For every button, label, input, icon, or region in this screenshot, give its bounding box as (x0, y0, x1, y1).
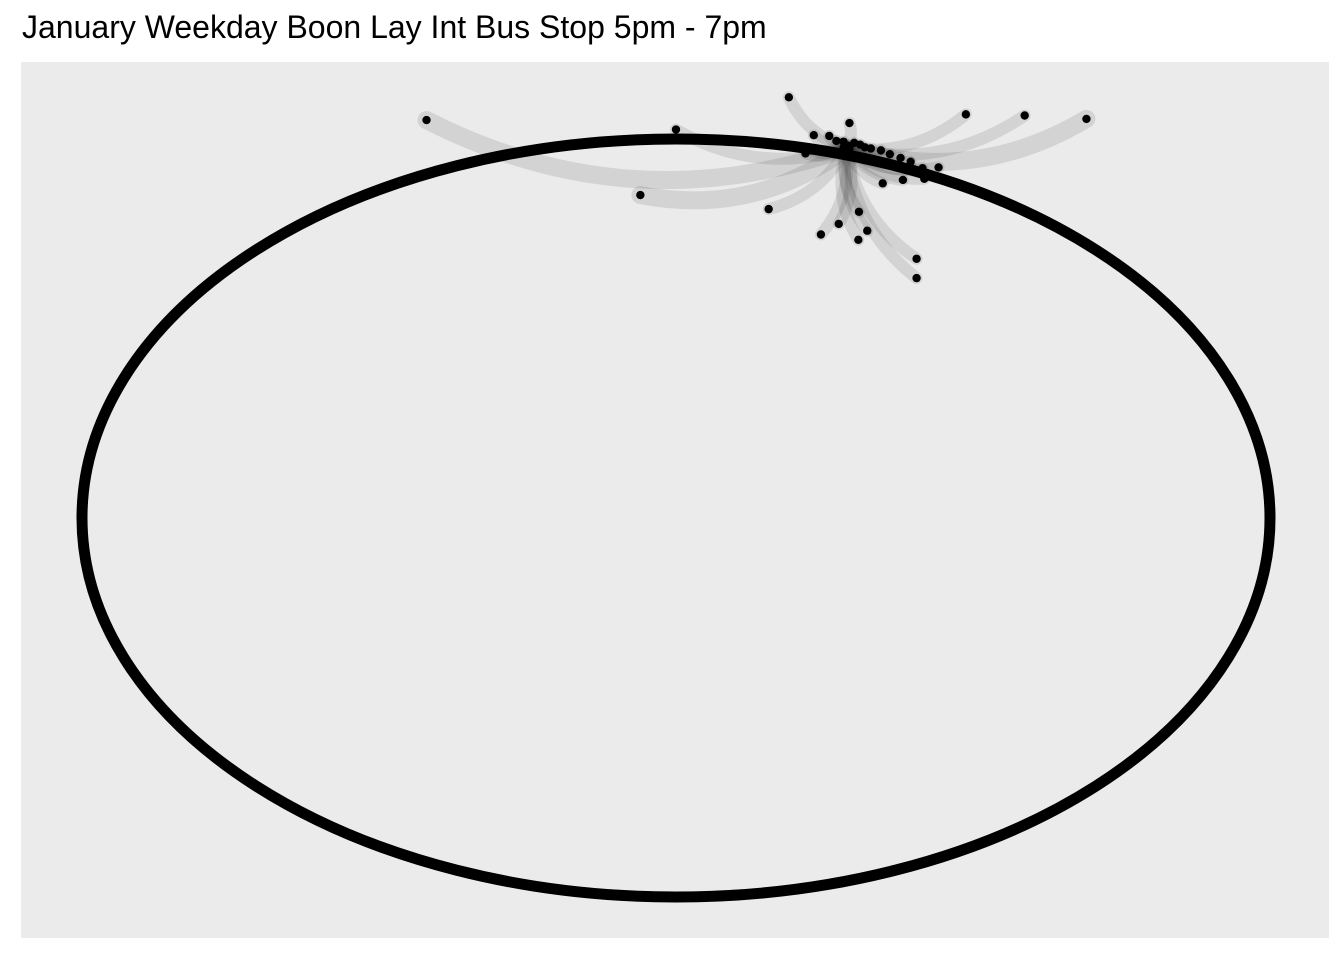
destination-point (764, 204, 773, 214)
flow-line (840, 109, 1031, 161)
plot-panel-background (21, 62, 1329, 938)
destination-point (885, 149, 895, 159)
destination-point (422, 115, 431, 125)
destination-point (918, 163, 927, 173)
destination-point (876, 146, 886, 155)
flow-line (840, 142, 923, 265)
destination-point (807, 146, 816, 155)
destination-point (816, 230, 826, 239)
destination-point (906, 157, 915, 166)
destination-point (784, 93, 794, 102)
destination-point (825, 131, 834, 141)
flow-line (631, 139, 856, 210)
points-group (422, 93, 1091, 283)
destination-point (863, 226, 872, 235)
destination-point (934, 163, 943, 172)
destination-point (854, 235, 863, 245)
flow-line (840, 142, 923, 285)
destination-point (671, 125, 681, 134)
flow-line (417, 111, 856, 190)
flow-line (782, 91, 853, 155)
destination-point (1020, 111, 1029, 120)
chart-title: January Weekday Boon Lay Int Bus Stop 5p… (22, 9, 767, 45)
destination-point (866, 144, 876, 153)
destination-point (912, 273, 921, 283)
boundary-ellipse (76, 133, 1276, 903)
destination-point (961, 110, 971, 119)
destination-point (912, 254, 921, 263)
destination-point (845, 118, 854, 128)
destination-point (809, 131, 819, 140)
destination-point (1082, 114, 1091, 124)
destination-point (898, 175, 908, 185)
destination-point (920, 174, 929, 183)
destination-point (832, 136, 841, 146)
destination-point (854, 207, 864, 216)
origin-point (839, 141, 854, 156)
destination-point (896, 153, 905, 163)
flow-line (840, 108, 972, 156)
destination-point (878, 179, 887, 188)
destination-point (636, 190, 645, 200)
destination-point (834, 219, 843, 229)
